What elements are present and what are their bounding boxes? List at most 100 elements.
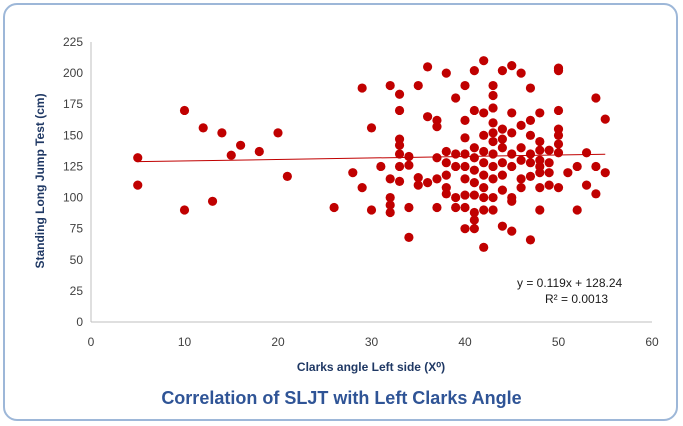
data-point xyxy=(273,128,283,138)
data-point xyxy=(348,168,358,178)
x-tick-label: 10 xyxy=(178,335,192,349)
data-point xyxy=(497,221,507,231)
y-tick-label: 75 xyxy=(70,222,84,236)
data-point xyxy=(488,80,498,91)
data-point xyxy=(572,205,582,215)
y-tick-labels: 0 25 50 75 100 125 150 175 200 225 xyxy=(63,35,83,329)
data-point xyxy=(394,105,405,116)
data-point xyxy=(460,115,470,125)
y-tick-label: 0 xyxy=(76,315,83,329)
data-point xyxy=(535,168,545,178)
data-point xyxy=(451,93,461,103)
data-point xyxy=(198,123,208,133)
x-tick-label: 60 xyxy=(645,335,659,349)
data-point xyxy=(282,171,292,181)
data-point xyxy=(581,180,592,190)
data-point xyxy=(516,183,526,193)
data-point xyxy=(497,66,507,76)
data-point xyxy=(544,180,554,190)
chart-frame xyxy=(3,3,678,421)
data-point xyxy=(507,161,517,172)
data-point xyxy=(516,155,526,165)
y-tick-label: 100 xyxy=(63,191,83,205)
data-point xyxy=(591,189,601,199)
data-points xyxy=(133,56,610,252)
data-point xyxy=(507,149,517,159)
data-point xyxy=(535,183,545,193)
data-point xyxy=(553,139,564,149)
data-point xyxy=(479,130,489,140)
r-squared-label: R² = 0.0013 xyxy=(545,292,608,306)
trendline xyxy=(137,153,606,163)
data-point xyxy=(460,224,470,234)
data-point xyxy=(488,90,498,101)
data-point xyxy=(179,105,190,116)
data-point xyxy=(469,224,479,234)
data-point xyxy=(441,189,451,199)
data-point xyxy=(432,174,442,184)
data-point xyxy=(516,143,526,153)
data-point xyxy=(479,205,489,215)
data-point xyxy=(479,183,489,193)
data-point xyxy=(441,158,451,168)
data-point xyxy=(469,178,479,188)
data-point xyxy=(469,165,479,175)
data-point xyxy=(479,56,489,66)
data-point xyxy=(507,61,517,71)
x-tick-labels: 0 10 20 30 40 50 60 xyxy=(88,335,659,349)
data-point xyxy=(254,146,264,157)
data-point xyxy=(535,205,545,215)
data-point xyxy=(516,174,526,184)
data-point xyxy=(451,192,461,203)
data-point xyxy=(488,192,498,203)
trendline-equation: y = 0.119x + 128.24 xyxy=(517,276,623,290)
x-tick-label: 30 xyxy=(365,335,379,349)
data-point xyxy=(394,89,405,99)
data-point xyxy=(404,202,414,213)
data-point xyxy=(366,205,377,215)
data-point xyxy=(553,105,564,116)
data-point xyxy=(535,145,545,155)
data-point xyxy=(236,140,246,150)
data-point xyxy=(432,153,442,163)
data-point xyxy=(497,185,507,195)
data-point xyxy=(507,128,517,138)
data-point xyxy=(404,232,414,242)
data-point xyxy=(394,161,405,172)
y-tick-label: 225 xyxy=(63,35,83,49)
data-point xyxy=(451,149,461,159)
data-point xyxy=(385,207,395,218)
data-point xyxy=(432,122,442,132)
data-point xyxy=(544,145,554,155)
data-point xyxy=(507,108,517,118)
data-point xyxy=(432,202,442,213)
data-point xyxy=(479,146,489,157)
data-point xyxy=(507,226,517,236)
data-point xyxy=(581,148,592,158)
x-tick-label: 50 xyxy=(552,335,566,349)
data-point xyxy=(460,149,470,159)
data-point xyxy=(460,133,470,143)
data-point xyxy=(469,190,479,200)
x-tick-label: 40 xyxy=(458,335,472,349)
data-point xyxy=(451,202,461,213)
data-point xyxy=(460,174,470,184)
data-point xyxy=(451,161,461,172)
data-point xyxy=(133,180,143,190)
data-point xyxy=(553,130,564,140)
data-point xyxy=(217,128,227,138)
data-point xyxy=(413,180,423,190)
data-point xyxy=(413,80,423,91)
data-point xyxy=(600,114,610,124)
data-point xyxy=(469,143,479,153)
data-point xyxy=(525,158,536,168)
data-point xyxy=(207,196,218,206)
y-tick-label: 125 xyxy=(63,159,83,173)
data-point xyxy=(479,108,489,118)
data-point xyxy=(469,153,479,163)
figure-caption: Correlation of SLJT with Left Clarks Ang… xyxy=(161,388,522,408)
x-tick-label: 20 xyxy=(271,335,285,349)
data-point xyxy=(394,140,405,150)
data-point xyxy=(497,124,507,134)
